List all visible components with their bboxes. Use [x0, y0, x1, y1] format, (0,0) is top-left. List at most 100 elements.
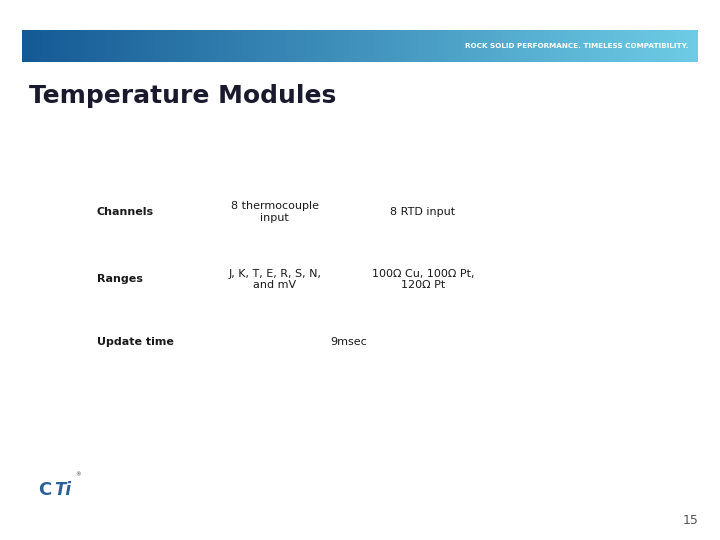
Text: 2500C-8-TC: 2500C-8-TC [238, 150, 312, 163]
Bar [685, 30, 688, 62]
Bar [177, 30, 181, 62]
Bar [671, 30, 675, 62]
Bar [617, 30, 621, 62]
Bar [590, 30, 593, 62]
Text: ROCK SOLID PERFORMANCE. TIMELESS COMPATIBILITY.: ROCK SOLID PERFORMANCE. TIMELESS COMPATI… [465, 43, 688, 49]
Bar [39, 30, 42, 62]
Bar [434, 30, 438, 62]
Text: 8 thermocouple
input: 8 thermocouple input [231, 201, 319, 222]
Bar [458, 30, 462, 62]
Text: 15: 15 [683, 514, 698, 526]
Bar [366, 30, 370, 62]
Bar [147, 30, 150, 62]
Bar [140, 30, 143, 62]
Bar [79, 30, 83, 62]
Bar [66, 30, 69, 62]
Bar [519, 30, 523, 62]
Bar [607, 30, 611, 62]
Bar [241, 30, 245, 62]
Bar [631, 30, 634, 62]
Bar [130, 30, 133, 62]
Bar [292, 30, 296, 62]
Bar [475, 30, 479, 62]
Bar [418, 30, 421, 62]
Bar [384, 30, 387, 62]
Bar [286, 30, 289, 62]
Bar [150, 30, 153, 62]
Bar [397, 30, 400, 62]
Bar [370, 30, 374, 62]
Bar [360, 30, 364, 62]
Bar [299, 30, 302, 62]
Bar [424, 30, 428, 62]
Text: 8 RTD input: 8 RTD input [390, 207, 455, 217]
Bar [661, 30, 665, 62]
Bar [269, 30, 272, 62]
Bar [374, 30, 377, 62]
Bar [127, 30, 130, 62]
Bar [163, 30, 167, 62]
Bar [245, 30, 248, 62]
Bar [49, 30, 52, 62]
Bar [681, 30, 685, 62]
Text: 2500C-8-RTD: 2500C-8-RTD [379, 150, 466, 163]
Bar [603, 30, 607, 62]
Bar [404, 30, 408, 62]
Bar [197, 30, 201, 62]
Bar [634, 30, 637, 62]
Bar [553, 30, 557, 62]
Bar [181, 30, 184, 62]
Bar [577, 30, 580, 62]
Bar [611, 30, 613, 62]
Bar [133, 30, 137, 62]
Bar [99, 30, 103, 62]
Bar [583, 30, 587, 62]
Bar [343, 30, 346, 62]
Bar [644, 30, 648, 62]
Bar [28, 30, 32, 62]
Text: 9msec: 9msec [330, 336, 367, 347]
Bar [600, 30, 603, 62]
Text: Ti: Ti [55, 481, 72, 499]
Bar [333, 30, 336, 62]
Bar [27, 472, 77, 509]
Bar [204, 30, 208, 62]
Bar [221, 30, 225, 62]
Bar [282, 30, 286, 62]
Bar [387, 30, 390, 62]
Bar [306, 30, 310, 62]
Bar [326, 30, 330, 62]
Bar [215, 30, 218, 62]
Bar [559, 30, 563, 62]
Text: Ranges: Ranges [97, 274, 143, 285]
Bar [93, 30, 96, 62]
Bar [448, 30, 451, 62]
Bar [400, 30, 404, 62]
Bar [310, 30, 312, 62]
Bar [509, 30, 513, 62]
Bar [539, 30, 543, 62]
Bar [120, 30, 123, 62]
Bar [438, 30, 441, 62]
Bar [489, 30, 492, 62]
Bar [336, 30, 340, 62]
Bar [675, 30, 678, 62]
Bar [410, 30, 414, 62]
Bar [557, 30, 559, 62]
Bar [354, 30, 356, 62]
Text: Temperature Modules: Temperature Modules [29, 84, 336, 107]
Bar [570, 30, 573, 62]
Bar [340, 30, 343, 62]
Bar [62, 30, 66, 62]
Bar [143, 30, 147, 62]
Bar [533, 30, 536, 62]
Bar [296, 30, 299, 62]
Bar [123, 30, 127, 62]
Bar [482, 30, 485, 62]
Bar [536, 30, 539, 62]
Bar [174, 30, 177, 62]
Bar [302, 30, 306, 62]
Bar [320, 30, 323, 62]
Bar [201, 30, 204, 62]
Bar [455, 30, 458, 62]
